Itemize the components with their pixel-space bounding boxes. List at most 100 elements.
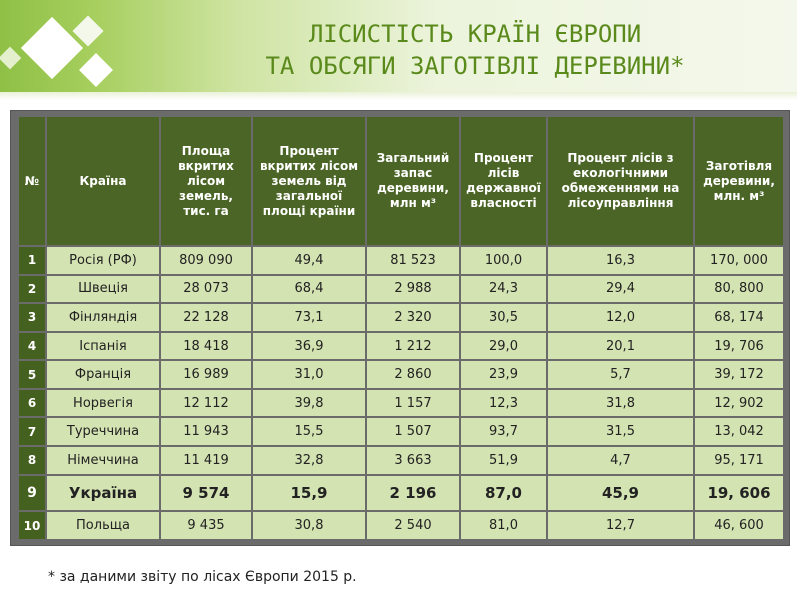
- header-banner: [0, 0, 797, 96]
- harvest-volume-cell: 80, 800: [695, 275, 783, 303]
- header-forest-area: Площа вкритих лісом земель, тис. га: [161, 117, 251, 245]
- country-name-cell: Франція: [47, 361, 159, 388]
- row-number-cell: 7: [19, 418, 45, 446]
- eco-restrictions-cell: 20,1: [548, 332, 693, 360]
- country-name-cell: Норвегія: [47, 389, 159, 417]
- eco-restrictions-cell: 4,7: [548, 447, 693, 474]
- forest-area-cell: 11 943: [161, 418, 251, 446]
- table-row: 5 Франція 16 989 31,0 2 860 23,9 5,7 39, 172: [19, 361, 783, 388]
- forest-area-cell: 9 435: [161, 512, 251, 539]
- row-number-cell: 5: [19, 361, 45, 388]
- forest-area-cell: 9 574: [161, 475, 251, 511]
- forest-area-cell: 28 073: [161, 275, 251, 303]
- row-number-cell: 9: [19, 475, 45, 511]
- forest-percent-cell: 32,8: [253, 447, 365, 474]
- forest-area-cell: 16 989: [161, 361, 251, 388]
- forest-data-table: № Країна Площа вкритих лісом земель, тис…: [17, 115, 785, 541]
- banner-divider: [0, 92, 797, 100]
- wood-stock-cell: 1 507: [367, 418, 459, 446]
- row-number-cell: 4: [19, 332, 45, 360]
- state-ownership-cell: 93,7: [461, 418, 546, 446]
- forest-percent-cell: 30,8: [253, 512, 365, 539]
- harvest-volume-cell: 12, 902: [695, 389, 783, 417]
- wood-stock-cell: 2 320: [367, 304, 459, 331]
- header-eco-restrictions: Процент лісів з екологічними обмеженнями…: [548, 117, 693, 245]
- eco-restrictions-cell: 12,7: [548, 512, 693, 539]
- forest-percent-cell: 49,4: [253, 247, 365, 274]
- table-row: 9 Україна 9 574 15,9 2 196 87,0 45,9 19, 606: [19, 475, 783, 511]
- country-name-cell: Україна: [47, 475, 159, 511]
- row-number-cell: 1: [19, 247, 45, 274]
- header-country: Країна: [47, 117, 159, 245]
- wood-stock-cell: 2 988: [367, 275, 459, 303]
- header-number: №: [19, 117, 45, 245]
- eco-restrictions-cell: 16,3: [548, 247, 693, 274]
- harvest-volume-cell: 13, 042: [695, 418, 783, 446]
- harvest-volume-cell: 46, 600: [695, 512, 783, 539]
- table-row: 6 Норвегія 12 112 39,8 1 157 12,3 31,8 12, 902: [19, 389, 783, 417]
- forest-percent-cell: 39,8: [253, 389, 365, 417]
- table-row: 7 Туреччина 11 943 15,5 1 507 93,7 31,5 13, 042: [19, 418, 783, 446]
- table-row: 3 Фінляндія 22 128 73,1 2 320 30,5 12,0 68, 174: [19, 304, 783, 331]
- title-line-2: ТА ОБСЯГИ ЗАГОТІВЛІ ДЕРЕВИНИ*: [265, 52, 685, 80]
- table-header-row: № Країна Площа вкритих лісом земель, тис…: [19, 117, 783, 245]
- row-number-cell: 8: [19, 447, 45, 474]
- wood-stock-cell: 2 196: [367, 475, 459, 511]
- country-name-cell: Німеччина: [47, 447, 159, 474]
- eco-restrictions-cell: 31,8: [548, 389, 693, 417]
- row-number-cell: 6: [19, 389, 45, 417]
- state-ownership-cell: 100,0: [461, 247, 546, 274]
- header-state-ownership: Процент лісів державної власності: [461, 117, 546, 245]
- wood-stock-cell: 1 212: [367, 332, 459, 360]
- table-row: 4 Іспанія 18 418 36,9 1 212 29,0 20,1 19, 706: [19, 332, 783, 360]
- page-title: ЛІСИСТІСТЬ КРАЇН ЄВРОПИ ТА ОБСЯГИ ЗАГОТІ…: [150, 18, 797, 82]
- harvest-volume-cell: 39, 172: [695, 361, 783, 388]
- harvest-volume-cell: 170, 000: [695, 247, 783, 274]
- header-forest-percent: Процент вкритих лісом земель від загальн…: [253, 117, 365, 245]
- title-line-1: ЛІСИСТІСТЬ КРАЇН ЄВРОПИ: [308, 20, 642, 48]
- header-wood-stock: Загальний запас деревини, млн м³: [367, 117, 459, 245]
- state-ownership-cell: 23,9: [461, 361, 546, 388]
- wood-stock-cell: 2 540: [367, 512, 459, 539]
- country-name-cell: Швеція: [47, 275, 159, 303]
- state-ownership-cell: 24,3: [461, 275, 546, 303]
- table-row: 8 Німеччина 11 419 32,8 3 663 51,9 4,7 95, 171: [19, 447, 783, 474]
- forest-percent-cell: 73,1: [253, 304, 365, 331]
- forest-area-cell: 18 418: [161, 332, 251, 360]
- row-number-cell: 2: [19, 275, 45, 303]
- state-ownership-cell: 87,0: [461, 475, 546, 511]
- wood-stock-cell: 2 860: [367, 361, 459, 388]
- state-ownership-cell: 51,9: [461, 447, 546, 474]
- state-ownership-cell: 30,5: [461, 304, 546, 331]
- header-harvest: Заготівля деревини, млн. м³: [695, 117, 783, 245]
- eco-restrictions-cell: 45,9: [548, 475, 693, 511]
- forest-area-cell: 11 419: [161, 447, 251, 474]
- forest-percent-cell: 36,9: [253, 332, 365, 360]
- table-row: 2 Швеція 28 073 68,4 2 988 24,3 29,4 80, 800: [19, 275, 783, 303]
- country-name-cell: Польща: [47, 512, 159, 539]
- wood-stock-cell: 81 523: [367, 247, 459, 274]
- wood-stock-cell: 1 157: [367, 389, 459, 417]
- table-frame: № Країна Площа вкритих лісом земель, тис…: [10, 110, 790, 546]
- row-number-cell: 3: [19, 304, 45, 331]
- forest-percent-cell: 15,5: [253, 418, 365, 446]
- country-name-cell: Іспанія: [47, 332, 159, 360]
- eco-restrictions-cell: 12,0: [548, 304, 693, 331]
- harvest-volume-cell: 95, 171: [695, 447, 783, 474]
- state-ownership-cell: 81,0: [461, 512, 546, 539]
- forest-area-cell: 22 128: [161, 304, 251, 331]
- country-name-cell: Росія (РФ): [47, 247, 159, 274]
- footnote: * за даними звіту по лісах Європи 2015 р…: [48, 569, 357, 585]
- harvest-volume-cell: 68, 174: [695, 304, 783, 331]
- eco-restrictions-cell: 29,4: [548, 275, 693, 303]
- forest-percent-cell: 68,4: [253, 275, 365, 303]
- table-row: 10 Польща 9 435 30,8 2 540 81,0 12,7 46, 600: [19, 512, 783, 539]
- forest-percent-cell: 31,0: [253, 361, 365, 388]
- state-ownership-cell: 29,0: [461, 332, 546, 360]
- harvest-volume-cell: 19, 606: [695, 475, 783, 511]
- row-number-cell: 10: [19, 512, 45, 539]
- forest-percent-cell: 15,9: [253, 475, 365, 511]
- eco-restrictions-cell: 5,7: [548, 361, 693, 388]
- table-row: 1 Росія (РФ) 809 090 49,4 81 523 100,0 16,3 170…: [19, 247, 783, 274]
- state-ownership-cell: 12,3: [461, 389, 546, 417]
